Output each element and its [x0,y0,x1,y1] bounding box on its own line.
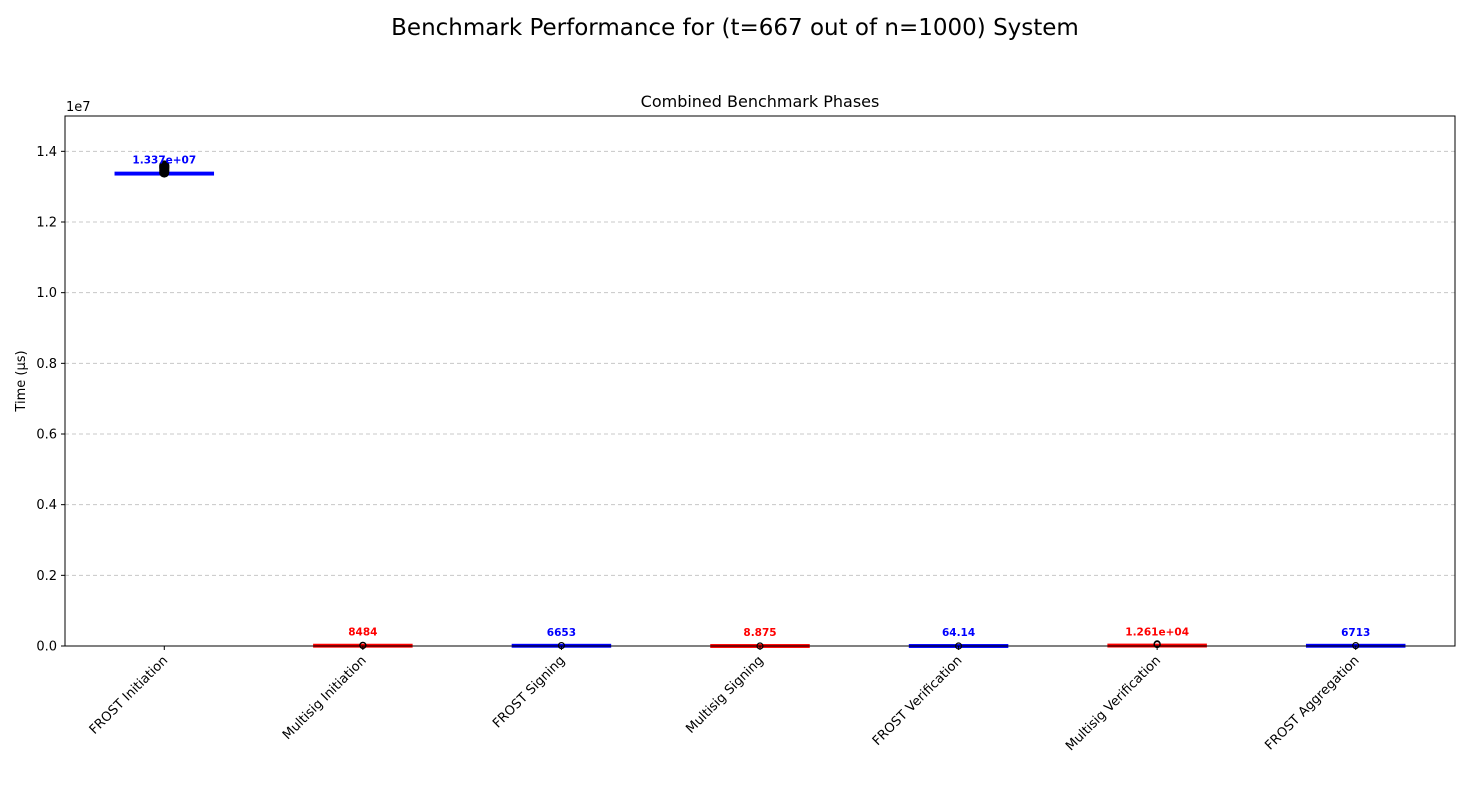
box-frost-aggregation: 6713 [1305,627,1406,650]
y-tick-label: 0.2 [36,569,57,584]
axes-title: Combined Benchmark Phases [641,92,880,111]
median-data-label: 1.261e+04 [1125,627,1189,639]
median-data-label: 6713 [1341,627,1370,639]
x-tick-label: FROST Signing [490,653,568,731]
y-tick-label: 1.4 [36,145,57,160]
figure-title: Benchmark Performance for (t=667 out of … [391,15,1079,41]
box-multisig-verification: 1.261e+04 [1107,627,1207,649]
y-axis-label: Time (µs) [14,350,29,412]
median-data-label: 8.875 [743,627,776,639]
x-tick-label: Multisig Signing [683,653,766,736]
y-ticks: 0.0 0.2 0.4 0.6 0.8 1.0 1.2 1.4 [36,145,65,655]
y-offset-label: 1e7 [66,100,91,115]
outlier-point [159,160,170,171]
median-data-label: 64.14 [942,627,975,639]
x-tick-label: Multisig Initiation [280,653,370,743]
y-tick-label: 0.8 [36,357,57,372]
y-tick-label: 0.4 [36,498,57,513]
median-data-label: 6653 [547,627,576,639]
median-data-label: 1.337e+07 [132,155,196,167]
y-tick-label: 0.0 [36,640,57,655]
median-data-label: 8484 [348,627,377,639]
y-tick-label: 1.0 [36,286,57,301]
box-frost-signing: 6653 [511,627,612,650]
x-tick-label: FROST Verification [870,653,966,749]
box-multisig-initiation: 8484 [313,627,413,650]
x-tick-label: Multisig Verification [1063,653,1164,754]
x-ticks: FROST Initiation Multisig Initiation FROST… [87,646,1363,754]
grid-layer [65,150,1455,576]
box-frost-initiation: 1.337e+07 [114,155,215,178]
x-tick-label: FROST Aggregation [1262,653,1362,753]
y-tick-label: 0.6 [36,428,57,443]
x-tick-label: FROST Initiation [87,653,171,737]
plot-frame [64,115,1456,647]
y-tick-label: 1.2 [36,216,57,231]
